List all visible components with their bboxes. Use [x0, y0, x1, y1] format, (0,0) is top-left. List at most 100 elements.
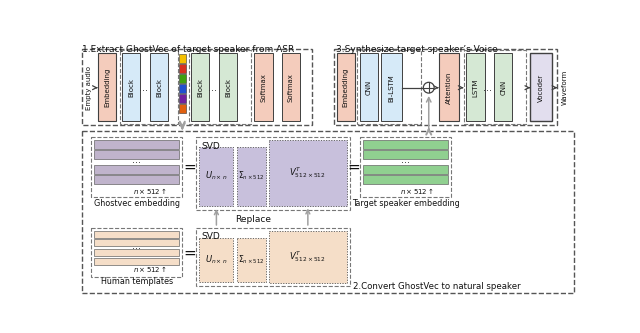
- Bar: [237, 238, 266, 282]
- Bar: [189, 50, 250, 124]
- Bar: [360, 137, 451, 197]
- Bar: [94, 239, 179, 246]
- Bar: [196, 228, 349, 286]
- Text: Waveform: Waveform: [562, 70, 568, 105]
- Bar: [269, 140, 347, 205]
- Text: LSTM: LSTM: [472, 79, 478, 97]
- Text: $n\times512\uparrow$: $n\times512\uparrow$: [132, 186, 167, 196]
- Text: Block: Block: [156, 78, 162, 97]
- Bar: [254, 53, 273, 121]
- Text: $\Sigma_{n\times 512}$: $\Sigma_{n\times 512}$: [238, 253, 264, 266]
- Text: $V^T_{512\times 512}$: $V^T_{512\times 512}$: [289, 249, 326, 264]
- Text: Human templates: Human templates: [100, 277, 173, 286]
- Bar: [466, 53, 484, 121]
- Bar: [94, 249, 179, 256]
- Bar: [179, 64, 186, 73]
- Bar: [358, 50, 421, 124]
- Text: SVD: SVD: [202, 232, 220, 241]
- Bar: [237, 147, 266, 206]
- Bar: [269, 140, 347, 205]
- Bar: [83, 131, 573, 292]
- Text: CNN: CNN: [500, 80, 506, 95]
- Text: Embedding: Embedding: [104, 68, 110, 107]
- Bar: [179, 84, 186, 93]
- Bar: [381, 53, 402, 121]
- Bar: [199, 238, 234, 282]
- Bar: [120, 50, 179, 124]
- Bar: [237, 147, 266, 206]
- Text: CNN: CNN: [366, 80, 372, 95]
- Text: Block: Block: [197, 78, 203, 97]
- Text: Vocoder: Vocoder: [538, 74, 544, 102]
- Text: Empty audio: Empty audio: [86, 66, 92, 110]
- Bar: [94, 166, 179, 174]
- Bar: [199, 238, 234, 282]
- Bar: [94, 140, 179, 149]
- Bar: [199, 147, 234, 206]
- Text: ...: ...: [132, 155, 141, 165]
- Bar: [98, 53, 116, 121]
- Bar: [199, 147, 234, 206]
- Bar: [282, 53, 300, 121]
- Text: ...: ...: [401, 155, 410, 165]
- Bar: [94, 150, 179, 159]
- Text: Target speaker embedding: Target speaker embedding: [351, 199, 460, 208]
- Text: 3.Synthesize target speaker’s Voice: 3.Synthesize target speaker’s Voice: [336, 45, 497, 54]
- Text: Replace: Replace: [236, 215, 271, 224]
- Text: ...: ...: [139, 83, 148, 93]
- Text: Block: Block: [225, 78, 231, 97]
- Text: 2.Convert GhostVec to natural speaker: 2.Convert GhostVec to natural speaker: [353, 282, 520, 291]
- Text: 1.Extract GhostVec of target speaker from ASR: 1.Extract GhostVec of target speaker fro…: [83, 45, 294, 54]
- Bar: [269, 231, 347, 282]
- Bar: [363, 140, 448, 149]
- Text: $n\times512\uparrow$: $n\times512\uparrow$: [400, 186, 434, 196]
- Bar: [363, 175, 448, 184]
- Bar: [494, 53, 513, 121]
- Bar: [237, 238, 266, 282]
- Text: $V^T_{512\times 512}$: $V^T_{512\times 512}$: [289, 165, 326, 180]
- Bar: [463, 50, 525, 124]
- Text: $\Sigma_{n\times 512}$: $\Sigma_{n\times 512}$: [238, 170, 264, 182]
- Bar: [337, 53, 355, 121]
- Text: Ghostvec embedding: Ghostvec embedding: [93, 199, 180, 208]
- Bar: [122, 53, 140, 121]
- Text: ...: ...: [483, 83, 492, 93]
- Text: Block: Block: [128, 78, 134, 97]
- Bar: [360, 53, 378, 121]
- Text: $n\times512\uparrow$: $n\times512\uparrow$: [132, 264, 167, 274]
- Text: $U_{n\times n}$: $U_{n\times n}$: [205, 253, 228, 266]
- Bar: [91, 137, 182, 197]
- Bar: [196, 137, 349, 210]
- Bar: [363, 166, 448, 174]
- Bar: [269, 231, 347, 282]
- Bar: [94, 231, 179, 238]
- Text: SVD: SVD: [202, 142, 220, 151]
- Circle shape: [423, 82, 434, 93]
- Bar: [363, 150, 448, 159]
- Bar: [531, 53, 552, 121]
- Bar: [150, 53, 168, 121]
- Bar: [179, 104, 186, 113]
- Bar: [94, 175, 179, 184]
- Text: Softmax: Softmax: [288, 73, 294, 102]
- Bar: [83, 49, 312, 125]
- Text: ...: ...: [132, 241, 141, 251]
- Text: Softmax: Softmax: [260, 73, 267, 102]
- Bar: [179, 54, 186, 63]
- Bar: [179, 94, 186, 103]
- Text: Attention: Attention: [446, 72, 452, 104]
- Bar: [439, 53, 459, 121]
- Text: Bi-LSTM: Bi-LSTM: [388, 74, 394, 102]
- Bar: [191, 53, 209, 121]
- Bar: [94, 258, 179, 265]
- Text: =: =: [184, 246, 196, 261]
- Text: Embedding: Embedding: [343, 68, 349, 107]
- Text: ...: ...: [208, 83, 217, 93]
- Bar: [91, 228, 182, 277]
- Bar: [219, 53, 237, 121]
- Text: =: =: [184, 160, 196, 174]
- Bar: [334, 49, 557, 125]
- Text: =: =: [347, 160, 360, 174]
- Bar: [179, 74, 186, 83]
- Text: $U_{n\times n}$: $U_{n\times n}$: [205, 170, 228, 182]
